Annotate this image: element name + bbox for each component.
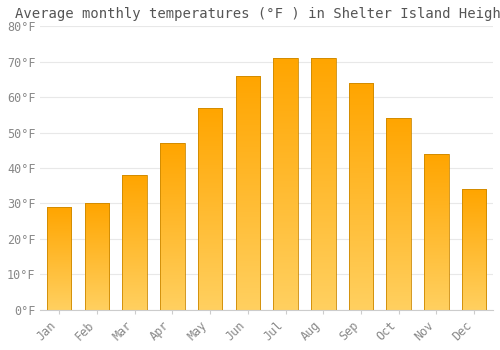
Bar <box>84 203 109 310</box>
Bar <box>198 108 222 310</box>
Bar <box>160 143 184 310</box>
Bar <box>462 189 486 310</box>
Title: Average monthly temperatures (°F ) in Shelter Island Heights: Average monthly temperatures (°F ) in Sh… <box>16 7 500 21</box>
Bar <box>311 58 336 310</box>
Bar <box>236 76 260 310</box>
Bar <box>348 83 374 310</box>
Bar <box>424 154 448 310</box>
Bar <box>47 207 72 310</box>
Bar <box>122 175 147 310</box>
Bar <box>274 58 298 310</box>
Bar <box>386 118 411 310</box>
